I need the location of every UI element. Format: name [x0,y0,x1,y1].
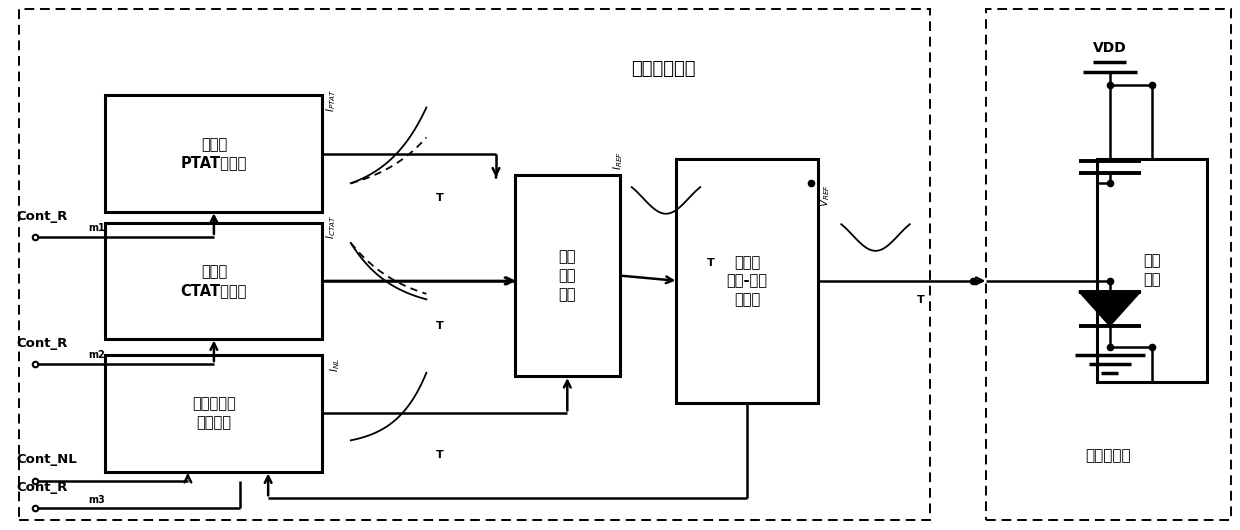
Bar [105,355,322,472]
Text: $I_{CTAT}$: $I_{CTAT}$ [325,215,339,239]
Bar [676,159,818,403]
Polygon shape [1079,292,1141,326]
Bar [105,223,322,339]
Text: Cont_R: Cont_R [16,337,67,350]
Text: Cont_R: Cont_R [16,209,67,223]
Text: 可调的
PTAT电流源: 可调的 PTAT电流源 [181,137,247,171]
Bar [986,9,1231,520]
Text: m1: m1 [88,223,105,233]
Bar [105,95,322,212]
Text: T: T [435,193,443,204]
Text: 温度补偿电路: 温度补偿电路 [631,60,696,78]
Text: T: T [916,295,924,305]
Text: 可调的非线
性电流源: 可调的非线 性电流源 [192,396,236,430]
Text: m3: m3 [88,494,105,505]
Text: m2: m2 [88,350,105,360]
Text: 可调的
电流-电压
转换器: 可调的 电流-电压 转换器 [727,255,768,307]
Text: $I_{REF}$: $I_{REF}$ [611,152,625,170]
Text: 振荡
电路: 振荡 电路 [1143,253,1161,287]
Text: 晶体振荡器: 晶体振荡器 [1086,448,1131,463]
Text: Cont_NL: Cont_NL [16,453,77,466]
Bar [19,9,930,520]
Bar [1097,159,1207,382]
Bar [515,175,620,376]
Text: VDD: VDD [1092,41,1127,55]
Text: T: T [707,258,714,268]
Text: $I_{PTAT}$: $I_{PTAT}$ [325,89,339,112]
Text: 可调的
CTAT电流源: 可调的 CTAT电流源 [181,264,247,298]
Text: T: T [435,321,443,331]
Text: $V_{REF}$: $V_{REF}$ [818,184,832,207]
Text: T: T [435,450,443,461]
Text: Cont_R: Cont_R [16,481,67,494]
Text: $I_{NL}$: $I_{NL}$ [329,358,342,372]
Text: 电流
求和
模块: 电流 求和 模块 [558,250,577,302]
